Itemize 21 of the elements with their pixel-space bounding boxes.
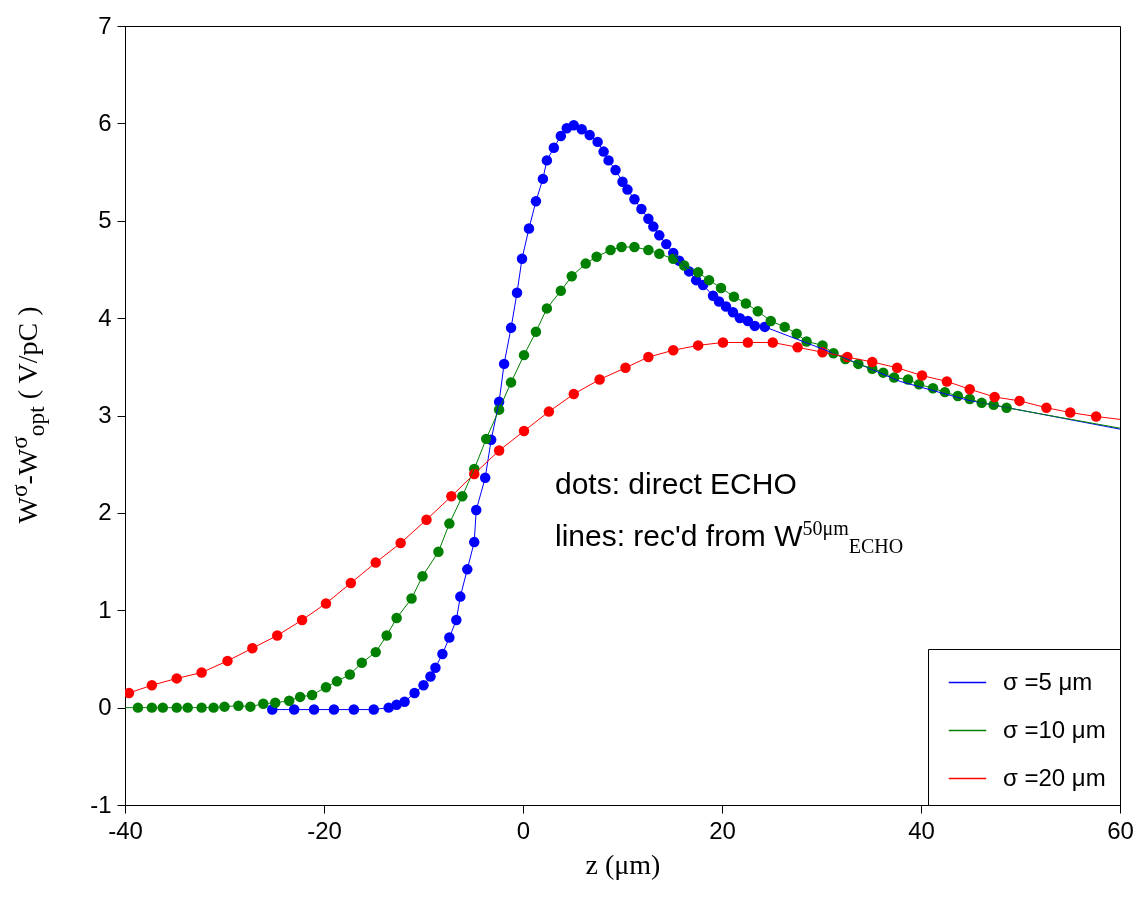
y-tick-label: 5 xyxy=(98,206,112,234)
legend-label: σ =5 μm xyxy=(1003,667,1093,695)
legend-label: σ =10 μm xyxy=(1003,715,1106,743)
annotation: dots: direct ECHO xyxy=(555,466,798,502)
y-tick-label: 2 xyxy=(98,498,112,526)
legend-label: σ =20 μm xyxy=(1003,763,1106,791)
y-tick-label: 4 xyxy=(98,303,112,331)
x-tick-label: 60 xyxy=(1107,816,1134,844)
y-tick-label: 3 xyxy=(98,401,112,428)
y-tick-label: 7 xyxy=(98,11,112,39)
point xyxy=(125,687,135,699)
y-tick-label: -1 xyxy=(90,790,112,818)
y-tick-label: 0 xyxy=(98,693,112,721)
y-tick-label: 6 xyxy=(98,108,112,136)
x-tick-label: -40 xyxy=(108,816,143,844)
x-axis-title: z (μm) xyxy=(585,848,661,880)
x-tick-label: 40 xyxy=(908,816,935,844)
x-tick-label: 0 xyxy=(516,816,531,844)
x-tick-label: 20 xyxy=(709,816,736,844)
x-tick-label: -20 xyxy=(307,816,342,844)
y-tick-label: 1 xyxy=(98,595,112,623)
